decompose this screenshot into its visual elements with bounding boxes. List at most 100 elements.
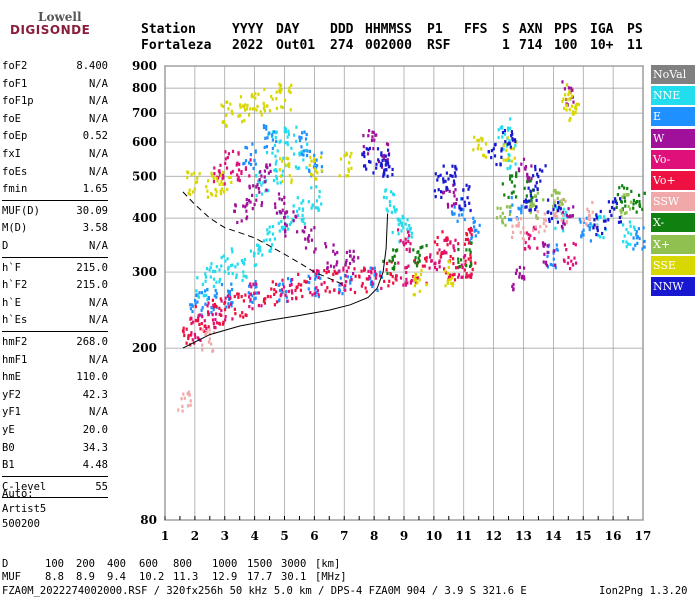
- echo-point: [349, 287, 352, 291]
- echo-point: [633, 227, 636, 232]
- echo-point: [317, 207, 320, 211]
- echo-point: [201, 282, 204, 286]
- echo-point: [350, 278, 353, 282]
- echo-point: [198, 322, 201, 326]
- echo-point: [386, 160, 389, 164]
- echo-point: [263, 104, 266, 108]
- echo-point: [206, 195, 209, 199]
- echo-point: [199, 327, 202, 331]
- echo-point: [230, 171, 233, 175]
- echo-point: [304, 137, 308, 141]
- echo-point: [314, 277, 317, 281]
- echo-point: [508, 153, 511, 157]
- echo-point: [254, 92, 257, 96]
- footer-muf-value: 8.8: [45, 571, 64, 583]
- echo-point: [315, 290, 318, 294]
- echo-point: [595, 216, 598, 220]
- echo-point: [567, 255, 570, 260]
- echo-point: [434, 195, 437, 199]
- echo-point: [281, 288, 284, 292]
- echo-point: [277, 283, 280, 287]
- echo-point: [621, 195, 624, 199]
- echo-point: [379, 164, 382, 168]
- footer-version: Ion2Png 1.3.20: [599, 585, 688, 597]
- echo-point: [205, 326, 208, 330]
- echo-point: [465, 248, 468, 252]
- echo-point: [554, 188, 557, 192]
- echo-point: [287, 289, 290, 294]
- echo-point: [391, 255, 394, 260]
- header-value-0: Fortaleza: [141, 38, 212, 53]
- echo-point: [281, 173, 284, 177]
- echo-point: [248, 174, 251, 178]
- param-row: h`E N/A: [2, 295, 108, 313]
- echo-point: [295, 215, 298, 219]
- echo-point: [237, 168, 241, 172]
- echo-point: [442, 177, 445, 181]
- echo-point: [414, 278, 417, 282]
- echo-point: [287, 157, 290, 161]
- param-name: h`F: [2, 261, 21, 274]
- echo-point: [510, 130, 513, 134]
- echo-point: [472, 216, 475, 220]
- echo-point: [413, 284, 416, 288]
- echo-point: [345, 280, 348, 284]
- echo-point: [211, 313, 214, 317]
- echo-point: [452, 257, 455, 261]
- echo-point: [247, 291, 250, 295]
- echo-point: [284, 163, 287, 167]
- param-row: M(D) 3.58: [2, 220, 108, 238]
- echo-point: [249, 107, 252, 111]
- echo-point: [269, 169, 272, 173]
- echo-point: [553, 201, 556, 205]
- echo-point: [499, 162, 502, 166]
- echo-point: [281, 278, 284, 282]
- echo-point: [375, 133, 378, 137]
- echo-point: [303, 279, 306, 283]
- echo-point: [279, 83, 283, 88]
- echo-point: [529, 194, 533, 198]
- echo-point: [196, 300, 199, 304]
- echo-point: [280, 219, 283, 224]
- echo-point: [451, 284, 454, 288]
- echo-point: [309, 276, 312, 280]
- echo-point: [621, 207, 624, 211]
- echo-point: [454, 238, 457, 242]
- echo-point: [618, 215, 621, 220]
- echo-point: [218, 280, 221, 284]
- echo-point: [589, 222, 592, 226]
- echo-point: [310, 159, 313, 163]
- echo-point: [406, 218, 409, 222]
- echo-point: [228, 290, 231, 294]
- echo-point: [203, 294, 206, 298]
- echo-point: [376, 147, 380, 151]
- echo-point: [208, 337, 211, 341]
- echo-point: [617, 220, 621, 224]
- echo-point: [629, 242, 632, 246]
- echo-point: [500, 155, 503, 159]
- echo-point: [414, 261, 417, 265]
- echo-point: [260, 192, 264, 196]
- echo-point: [512, 288, 515, 292]
- echo-point: [338, 174, 341, 178]
- echo-point: [278, 288, 282, 293]
- echo-point: [465, 264, 468, 268]
- echo-point: [398, 240, 401, 244]
- echo-point: [201, 343, 204, 347]
- echo-point: [505, 158, 509, 162]
- echo-point: [180, 397, 183, 401]
- echo-point: [564, 93, 567, 97]
- echo-point: [245, 198, 248, 202]
- echo-point: [344, 263, 347, 267]
- echo-point: [346, 275, 349, 279]
- footer-muf-value: 9.4: [107, 571, 126, 583]
- echo-point: [370, 138, 374, 142]
- echo-point: [335, 263, 338, 267]
- echo-point: [260, 201, 264, 205]
- echo-point: [619, 209, 622, 213]
- echo-point: [290, 181, 293, 185]
- echo-point: [363, 154, 366, 159]
- echo-point: [391, 173, 394, 177]
- echo-point: [453, 248, 456, 253]
- echo-point: [182, 326, 185, 330]
